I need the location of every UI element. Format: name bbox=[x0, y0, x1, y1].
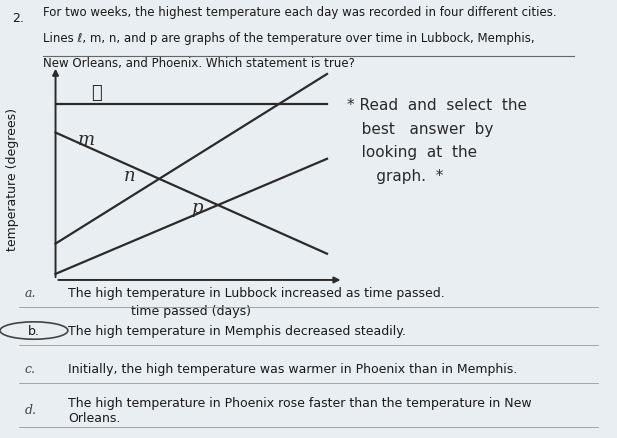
Text: The high temperature in Lubbock increased as time passed.: The high temperature in Lubbock increase… bbox=[68, 286, 445, 300]
Text: The high temperature in Memphis decreased steadily.: The high temperature in Memphis decrease… bbox=[68, 324, 406, 337]
Text: Lines ℓ, m, n, and p are graphs of the temperature over time in Lubbock, Memphis: Lines ℓ, m, n, and p are graphs of the t… bbox=[43, 32, 535, 45]
Text: 2.: 2. bbox=[12, 12, 24, 25]
Text: c.: c. bbox=[25, 362, 36, 375]
Text: * Read  and  select  the
   best   answer  by
   looking  at  the
      graph.  : * Read and select the best answer by loo… bbox=[347, 98, 527, 183]
Text: d.: d. bbox=[25, 403, 36, 416]
Text: time passed (days): time passed (days) bbox=[131, 304, 251, 318]
Text: a.: a. bbox=[25, 286, 36, 300]
Text: Initially, the high temperature was warmer in Phoenix than in Memphis.: Initially, the high temperature was warm… bbox=[68, 362, 517, 375]
Text: temperature (degrees): temperature (degrees) bbox=[6, 108, 19, 251]
Text: n: n bbox=[123, 166, 135, 184]
Text: m: m bbox=[77, 130, 94, 148]
Text: b.: b. bbox=[28, 324, 40, 337]
Text: p: p bbox=[191, 199, 203, 217]
Text: For two weeks, the highest temperature each day was recorded in four different c: For two weeks, the highest temperature e… bbox=[43, 6, 557, 19]
Text: ℓ: ℓ bbox=[91, 84, 102, 102]
Text: The high temperature in Phoenix rose faster than the temperature in New
Orleans.: The high temperature in Phoenix rose fas… bbox=[68, 396, 531, 424]
Text: New Orleans, and Phoenix. Which statement is true?: New Orleans, and Phoenix. Which statemen… bbox=[43, 57, 355, 70]
